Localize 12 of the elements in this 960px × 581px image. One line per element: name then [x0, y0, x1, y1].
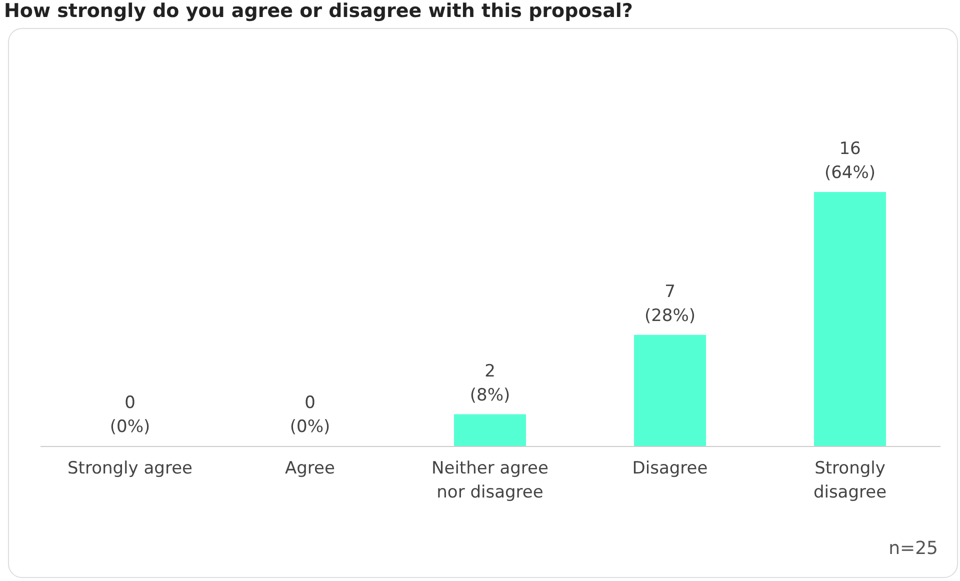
- chart-title: How strongly do you agree or disagree with this proposal?: [4, 0, 633, 22]
- x-tick-label: Strongly disagree: [813, 458, 887, 502]
- x-tick-label: Neither agree nor disagree: [432, 458, 548, 502]
- data-label: 16 (64%): [824, 139, 876, 183]
- data-label: 0 (0%): [290, 393, 330, 437]
- data-label: 7 (28%): [644, 282, 696, 326]
- x-tick-label: Strongly agree: [68, 458, 192, 478]
- data-label: 2 (8%): [470, 361, 510, 406]
- x-tick-label: Agree: [285, 458, 335, 478]
- data-label: 0 (0%): [110, 393, 150, 437]
- text: n=25: [888, 538, 938, 559]
- x-tick-label: Disagree: [632, 458, 708, 478]
